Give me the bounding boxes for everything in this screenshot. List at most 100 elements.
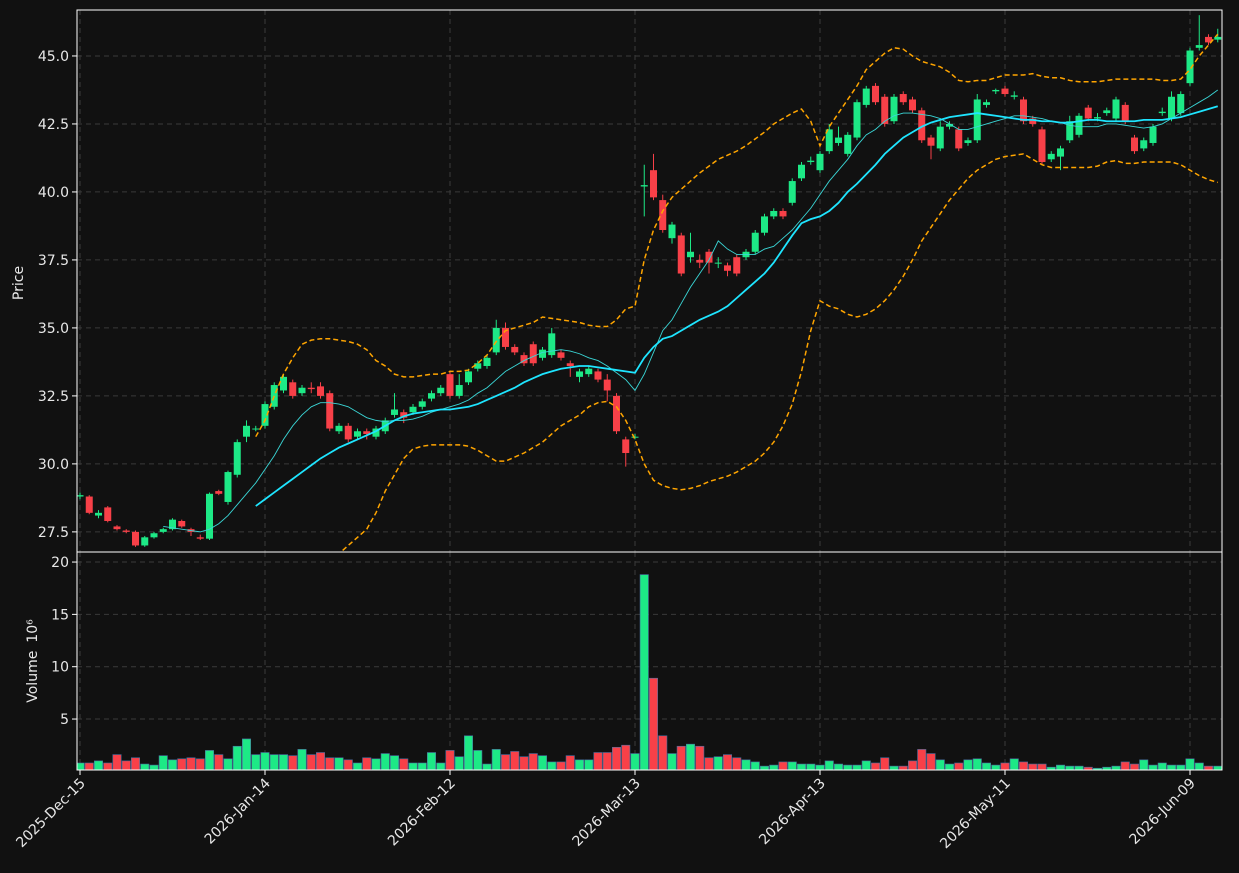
candle-body (918, 110, 926, 141)
candle-body (400, 412, 408, 418)
candle-body (696, 259, 704, 263)
volume-bar (815, 764, 825, 770)
candle-body (317, 386, 324, 396)
volume-bar (704, 757, 714, 770)
volume-bar (454, 756, 464, 770)
volume-bar (870, 762, 880, 770)
candle-body (872, 85, 879, 103)
candle-body (95, 512, 102, 516)
candle-body (964, 140, 972, 143)
volume-bar (565, 755, 575, 770)
candle-body (1149, 126, 1157, 143)
volume-bar (907, 760, 917, 770)
candle-body (233, 442, 241, 475)
candle-body (428, 393, 435, 399)
volume-bar (926, 753, 936, 770)
candle-body (104, 507, 112, 521)
volume-bar (371, 758, 381, 770)
volume-bar (769, 764, 779, 770)
volume-bar (759, 765, 769, 770)
candle-body (955, 129, 963, 149)
candle-body (298, 387, 306, 394)
volume-bar (334, 757, 344, 770)
volume-bar (214, 754, 224, 770)
candle-body (779, 210, 787, 217)
candle-body (418, 401, 426, 407)
volume-bar (741, 759, 751, 770)
candle-body (1177, 94, 1185, 114)
candle-body (85, 496, 93, 513)
overlay-line (163, 89, 1219, 533)
volume-bar (186, 757, 196, 770)
volume-bar (380, 753, 390, 770)
volume-bar (232, 745, 242, 770)
candle-body (1131, 137, 1138, 152)
candle-body (1038, 129, 1046, 163)
candle-body (992, 89, 1000, 92)
candle-body (631, 436, 639, 438)
candle-body (622, 439, 630, 454)
candle-body (983, 102, 990, 105)
candle-body (1121, 104, 1129, 122)
volume-bar (473, 750, 483, 770)
candle-body (899, 94, 907, 103)
volume-bar (1213, 765, 1222, 770)
candle-body (576, 371, 583, 377)
volume-bar (806, 763, 816, 770)
volume-bar (269, 754, 279, 770)
candle-body (724, 265, 731, 271)
volume-bar (584, 759, 594, 770)
volume-bar (362, 757, 372, 770)
candle-body (761, 216, 768, 233)
candle-body (1205, 36, 1212, 43)
volume-bar (778, 761, 788, 770)
volume-bar (242, 738, 252, 770)
volume-bar (84, 762, 94, 770)
candle-body (243, 425, 250, 437)
volume-bar (251, 754, 261, 770)
candle-body (141, 537, 149, 546)
y-tick-label: 27.5 (38, 525, 69, 541)
volume-grid (77, 552, 1222, 770)
candle-body (215, 491, 223, 494)
volume-bar (1167, 764, 1177, 770)
volume-bar (695, 745, 705, 770)
volume-bar (556, 761, 566, 770)
candle-body (825, 129, 833, 152)
volume-bar (389, 755, 399, 770)
volume-bar (917, 749, 927, 770)
volume-bar (1157, 762, 1167, 770)
candle-body (816, 153, 824, 171)
candle-body (344, 425, 352, 440)
candle-body (354, 431, 361, 437)
y-tick-label: 35.0 (38, 321, 69, 337)
candle-body (326, 393, 334, 429)
y-tick-label: 45.0 (38, 49, 69, 65)
volume-bar (205, 750, 215, 770)
candle-body (603, 379, 611, 391)
candle-body (1094, 117, 1101, 119)
candle-body (511, 346, 519, 353)
candle-body (881, 96, 889, 124)
candle-body (335, 425, 343, 432)
candle-body (1140, 140, 1148, 149)
volume-bar (352, 762, 362, 770)
labels: Price Volume 10⁶ (11, 266, 41, 703)
candle-body (455, 385, 463, 396)
volume-axis-label: Volume 10⁶ (25, 619, 41, 703)
candle-body (474, 363, 482, 369)
volume-bar (1000, 762, 1010, 770)
y-tick-label: 42.5 (38, 117, 69, 133)
overlay-line (255, 33, 1219, 438)
volume-bar (94, 760, 104, 770)
volume-bar (426, 752, 436, 770)
candle-body (927, 137, 935, 146)
volume-bar (658, 735, 668, 770)
volume-bar (889, 765, 899, 770)
volume-bar (537, 755, 547, 770)
volume-bar (787, 761, 797, 770)
volume-bar (325, 757, 335, 770)
volume-frame (76, 551, 1223, 771)
candle-body (659, 200, 667, 231)
